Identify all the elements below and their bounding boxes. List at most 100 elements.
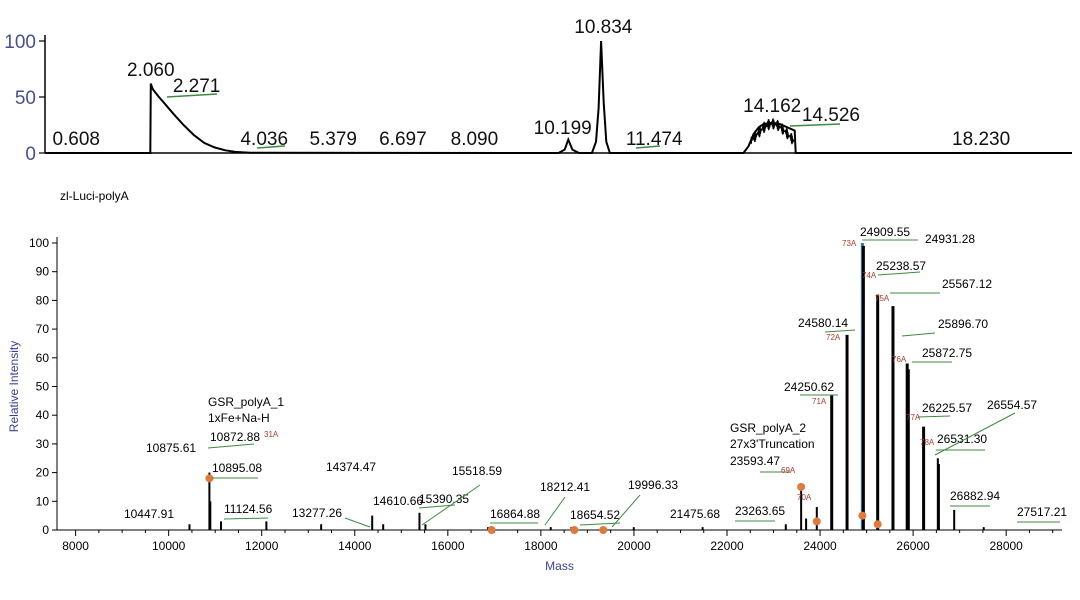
spectrum-match-marker [873, 520, 882, 529]
spectrum-annotation-line: 1xFe+Na-H [208, 411, 270, 425]
spectrum-peak-label: 26531.30 [937, 432, 987, 446]
spectrum-polyA-label: 76A [892, 355, 907, 364]
spectrum-x-tick-label: 24000 [803, 539, 837, 553]
chromatogram-peak-label: 4.036 [240, 129, 288, 150]
spectrum-label-leader [344, 517, 371, 528]
spectrum-y-tick-label: 30 [36, 437, 50, 451]
chromatogram-peak-label: 2.271 [173, 76, 221, 97]
spectrum-x-tick-label: 18000 [524, 539, 558, 553]
spectrum-peak-label: 13277.26 [292, 506, 342, 520]
chromatogram-y-tick-label: 100 [4, 32, 36, 53]
spectrum-peak-label: 24931.28 [925, 232, 975, 246]
chromatogram-peak-label: 2.060 [127, 60, 175, 81]
spectrum-label-leader [917, 415, 951, 418]
spectrum-match-marker [858, 511, 867, 520]
spectrum-polyA-label: 73A [842, 239, 857, 248]
spectrum-x-tick-label: 8000 [62, 539, 89, 553]
spectrum-title: zl-Luci-polyA [60, 189, 129, 203]
spectrum-match-marker [205, 474, 214, 483]
spectrum-peak-label: 15518.59 [452, 464, 502, 478]
spectrum-x-tick-label: 10000 [152, 539, 186, 553]
spectrum-annotation-line: GSR_polyA_2 [730, 421, 806, 435]
spectrum-peak-label: 19996.33 [628, 478, 678, 492]
spectrum-y-tick-label: 80 [36, 293, 50, 307]
spectrum-polyA-label: 77A [906, 413, 921, 422]
spectrum-peak-label: 27517.21 [1017, 505, 1067, 519]
spectrum-peak-label: 23593.47 [730, 454, 780, 468]
spectrum-annotation-line: 27x3'Truncation [730, 437, 815, 451]
spectrum-x-tick-label: 16000 [431, 539, 465, 553]
chromatogram-peak-label: 0.608 [52, 129, 100, 150]
spectrum-y-axis-title: Relative Intensity [7, 341, 21, 432]
spectrum-peak-label: 10872.88 [210, 430, 260, 444]
chromatogram-noise-cluster [750, 118, 795, 145]
spectrum-match-marker [797, 482, 806, 491]
spectrum-peak-label: 24580.14 [798, 316, 848, 330]
chromatogram-peak-label: 10.199 [534, 118, 592, 139]
chromatogram-label-leader [256, 145, 286, 149]
chromatogram-peak-label: 10.834 [574, 17, 633, 38]
spectrum-peak-label: 23263.65 [735, 504, 785, 518]
spectrum-peak-label: 10895.08 [212, 461, 262, 475]
spectrum-peak-label: 25238.57 [876, 259, 926, 273]
chromatogram-label-leader [635, 145, 661, 149]
spectrum-x-tick-label: 26000 [896, 539, 930, 553]
spectrum-polyA-label: 75A [875, 294, 890, 303]
chromatogram-peak-label: 14.162 [743, 96, 801, 117]
spectrum-peak-label: 26554.57 [987, 398, 1037, 412]
spectrum-peak-label: 26225.57 [922, 401, 972, 415]
spectrum-polyA-label: 69A [781, 466, 796, 475]
spectrum-peak-label: 26882.94 [950, 489, 1000, 503]
spectrum-peak-label: 25896.70 [938, 317, 988, 331]
spectrum-label-leader [207, 443, 255, 449]
chromatogram-peak-label: 11.474 [626, 129, 683, 150]
chromatogram-label-leader [166, 93, 218, 98]
spectrum-peak-label: 18212.41 [540, 480, 590, 494]
spectrum-match-marker [487, 526, 496, 534]
spectrum-peak-label: 14374.47 [326, 460, 376, 474]
spectrum-x-tick-label: 12000 [245, 539, 279, 553]
spectrum-y-tick-label: 10 [36, 494, 50, 508]
spectrum-x-axis-title: Mass [545, 559, 574, 573]
spectrum-peak-label: 25872.75 [922, 346, 972, 360]
spectrum-peak-label: 24250.62 [784, 380, 834, 394]
spectrum-match-marker [812, 517, 821, 526]
spectrum-label-leader [934, 412, 1016, 456]
spectrum-label-leader [418, 504, 456, 509]
spectrum-y-tick-label: 60 [36, 351, 50, 365]
spectrum-polyA-label: 71A [812, 397, 827, 406]
spectrum-peak-label: 14610.66 [373, 494, 423, 508]
chromatogram-peak-label: 14.526 [802, 105, 860, 126]
chromatogram-peak-label: 18.230 [952, 129, 1010, 150]
spectrum-polyA-label: 78A [920, 438, 935, 447]
spectrum-x-tick-label: 28000 [989, 539, 1023, 553]
spectrum-y-tick-label: 50 [36, 380, 50, 394]
spectrum-y-tick-label: 40 [36, 408, 50, 422]
spectrum-y-tick-label: 100 [29, 236, 49, 250]
spectrum-y-tick-label: 20 [36, 466, 50, 480]
chromatogram-peak-label: 6.697 [379, 129, 427, 150]
spectrum-label-leader [579, 522, 621, 526]
spectrum-polyA-label: 70A [797, 493, 812, 502]
spectrum-match-marker [570, 526, 579, 534]
spectrum-annotation-line: GSR_polyA_1 [208, 395, 284, 409]
spectrum-label-leader [421, 484, 481, 526]
spectrum-x-tick-label: 14000 [338, 539, 372, 553]
spectrum-polyA-label: 72A [826, 333, 841, 342]
spectrum-peak-label: 16864.88 [490, 507, 540, 521]
spectrum-label-leader [223, 517, 269, 520]
spectrum-peak-label: 11124.56 [224, 502, 273, 516]
mass-spectrum-chart: zl-Luci-polyA 0 10 20 30 40 50 60 70 80 90 100 8000 1… [7, 189, 1067, 573]
spectrum-x-tick-label: 22000 [710, 539, 744, 553]
spectrum-x-tick-label: 20000 [617, 539, 651, 553]
spectrum-peak-label: 10875.61 [146, 441, 196, 455]
spectrum-peak-label: 10447.91 [124, 507, 174, 521]
spectrum-match-marker [599, 526, 608, 534]
spectrum-y-tick-label: 70 [36, 322, 50, 336]
spectrum-peak-label: 25567.12 [942, 277, 992, 291]
spectrum-label-leader [877, 271, 921, 276]
spectrum-peak-label: 18654.52 [570, 508, 620, 522]
spectrum-y-tick-label: 90 [36, 265, 50, 279]
